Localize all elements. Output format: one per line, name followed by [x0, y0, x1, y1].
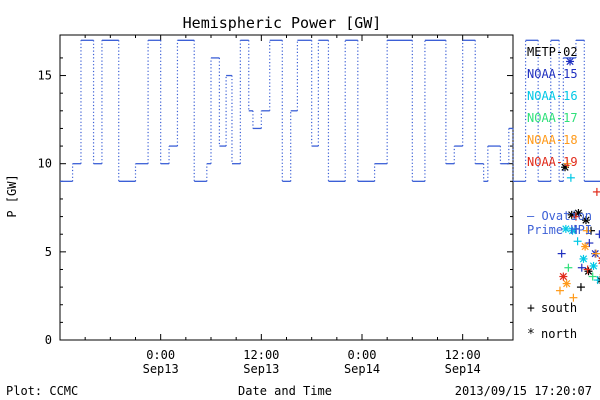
north-marker [566, 57, 575, 66]
x-tick-label-date: Sep14 [445, 362, 481, 376]
marker-stroke [589, 262, 598, 270]
legend-item: NOAA-19 [527, 155, 578, 169]
y-axis: 0 5 10 15 [38, 57, 513, 347]
north-marker [589, 261, 598, 270]
marker-stroke [579, 255, 588, 263]
x-tick-label-date: Sep14 [344, 362, 380, 376]
marker-key-label: north [541, 327, 577, 341]
legend: METP-02 NOAA-15 NOAA-16 NOAA-17 NOAA-18 NOAA-… [527, 45, 578, 169]
marker-stroke [568, 211, 576, 219]
x-tick-label-date: Sep13 [143, 362, 179, 376]
x-tick-label-time: 12:00 [243, 348, 279, 362]
south-marker [585, 239, 594, 248]
legend-item: NOAA-18 [527, 133, 578, 147]
y-tick-label: 15 [38, 69, 52, 83]
south-marker [576, 283, 585, 292]
y-tick-label: 10 [38, 157, 52, 171]
x-axis-label: Date and Time [238, 384, 332, 398]
marker-key-symbol: * [527, 327, 535, 342]
marker-stroke [581, 242, 589, 251]
south-marker [557, 249, 566, 258]
chart-title: Hemispheric Power [GW] [183, 14, 382, 32]
y-tick-label: 5 [45, 245, 52, 259]
legend-item: METP-02 [527, 45, 578, 59]
legend-item: NOAA-16 [527, 89, 578, 103]
south-marker [563, 159, 572, 168]
north-marker [561, 224, 570, 233]
north-marker [579, 254, 588, 263]
legend-item: NOAA-15 [527, 67, 578, 81]
x-tick-label-time: 12:00 [445, 348, 481, 362]
north-marker [568, 226, 577, 235]
marker-key-symbol: + [527, 301, 535, 316]
ovation-series-line [60, 39, 600, 182]
legend-item: NOAA-17 [527, 111, 578, 125]
marker-stroke [582, 216, 590, 224]
plot-area [59, 34, 514, 341]
y-tick-label: 0 [45, 333, 52, 347]
south-marker [588, 272, 597, 281]
x-tick-label-date: Sep13 [243, 362, 279, 376]
marker-stroke [563, 279, 571, 288]
south-marker [566, 173, 575, 182]
south-marker [569, 293, 578, 302]
plot-frame [59, 34, 514, 341]
ovation-label: — Ovation Prime HPI [527, 209, 592, 237]
x-tick-label-time: 0:00 [146, 348, 175, 362]
south-marker [564, 263, 573, 272]
south-marker [592, 249, 600, 258]
marker-stroke [559, 272, 567, 281]
x-tick-label-time: 0:00 [348, 348, 377, 362]
footer-timestamp: 2013/09/15 17:20:07 [455, 384, 592, 398]
y-axis-label: P [GW] [5, 174, 19, 217]
footer-source: Plot: CCMC [6, 384, 78, 398]
south-marker [582, 226, 591, 235]
south-marker [573, 237, 582, 246]
south-marker [595, 230, 600, 239]
marker-stroke [562, 225, 570, 233]
north-marker [581, 242, 590, 251]
marker-key-label: south [541, 301, 577, 315]
south-marker [593, 276, 600, 285]
north-marker [581, 216, 590, 225]
marker-stroke [566, 57, 574, 66]
ovation-label-line1: — Ovation [527, 209, 592, 223]
north-marker [562, 279, 571, 288]
south-marker [571, 212, 580, 221]
ovation-label-line2: Prime HPI [527, 223, 592, 237]
south-marker [592, 187, 600, 196]
south-marker [577, 263, 586, 272]
marker-key: + south * north [527, 301, 577, 342]
north-marker [559, 272, 568, 281]
south-marker [583, 265, 592, 274]
data-markers [555, 57, 600, 302]
marker-stroke [568, 227, 577, 235]
south-marker [555, 286, 564, 295]
